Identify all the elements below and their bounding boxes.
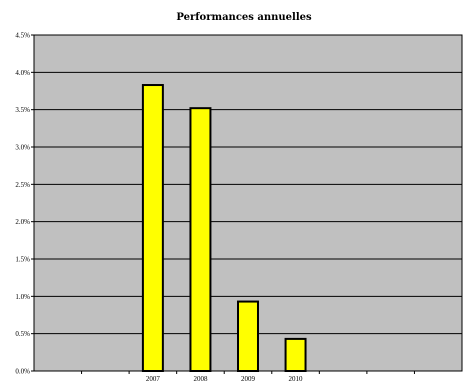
y-tick-label: 4.5% [15,32,30,40]
y-tick-label: 0.5% [15,330,30,338]
bar-2009 [237,300,259,372]
plot-border [33,34,463,372]
bar-2008 [189,107,212,372]
x-axis-ticks: 2007 2008 2009 2010 [81,371,415,381]
y-tick-label: 1.5% [15,256,30,264]
y-axis-ticks: 0.0% 0.5% 1.0% 1.5% 2.0% 2.5% 3.0% 3.5% 4.0% 4.5% [15,32,34,376]
x-tick-label: 2007 [146,375,161,381]
y-tick-label: 4.0% [15,69,30,77]
x-tick-label: 2008 [193,375,208,381]
y-tick-label: 2.5% [15,181,30,189]
x-tick-label: 2010 [289,375,304,381]
x-tick-label: 2009 [241,375,256,381]
y-tick-label: 2.0% [15,218,30,226]
y-tick-label: 3.0% [15,144,30,152]
y-tick-label: 0.0% [15,368,30,376]
y-tick-label: 1.0% [15,293,30,301]
bar-2007 [141,84,164,372]
chart-title: Performances annuelles [176,12,312,23]
bar-2010 [284,337,307,373]
bars [141,84,307,373]
y-tick-label: 3.5% [15,106,30,114]
gridlines [34,71,462,335]
